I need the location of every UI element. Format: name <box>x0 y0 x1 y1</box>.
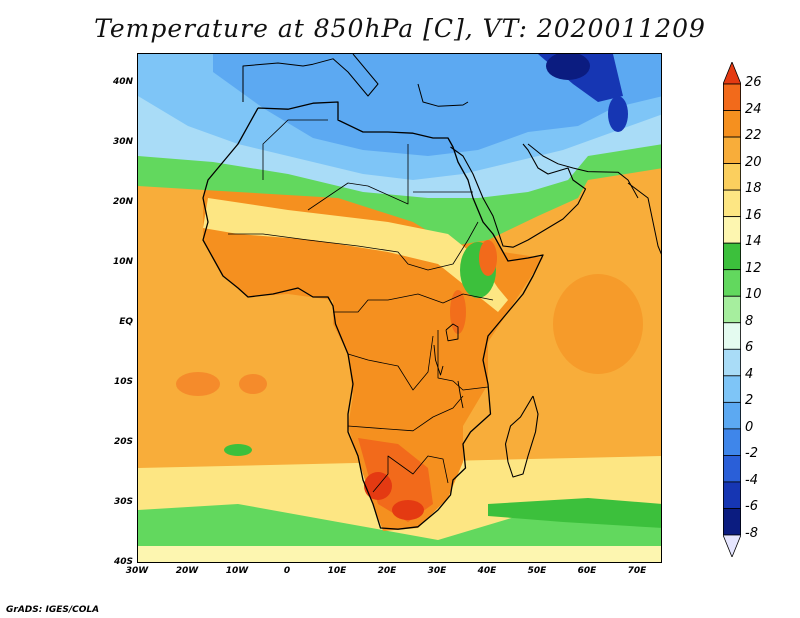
field-eastafrica-warm <box>450 290 466 334</box>
colorbar-swatch <box>723 401 741 430</box>
colorbar-label: 6 <box>745 340 754 356</box>
lat-tick-label: 10N <box>112 257 133 267</box>
field-north-cold <box>213 54 661 156</box>
colorbar-label: 2 <box>745 393 754 409</box>
coast-madagascar <box>504 395 539 478</box>
lat-tick-label: 20N <box>112 197 133 207</box>
map-panel <box>137 53 662 563</box>
field-atlantic-green <box>224 444 252 456</box>
coastlines <box>202 54 661 530</box>
colorbar-label: 20 <box>745 154 762 170</box>
colorbar-swatch <box>723 163 741 191</box>
colorbar-swatch <box>723 110 741 138</box>
lon-tick-label: 30E <box>427 566 447 576</box>
chart-title: Temperature at 850hPa [C], VT: 202001120… <box>94 14 706 43</box>
colorbar-label: 18 <box>745 181 762 197</box>
lake-malawi <box>457 380 464 409</box>
colorbar-swatch <box>723 428 741 456</box>
colorbar-label: 12 <box>745 260 762 276</box>
field-sahel <box>203 198 508 312</box>
lat-tick-label: 30S <box>113 497 133 507</box>
colorbar <box>723 62 741 557</box>
colorbar-bottom-arrow <box>723 534 741 557</box>
lon-tick-label: 20W <box>175 566 199 576</box>
lat-tick-label: 40N <box>112 77 133 87</box>
colorbar-swatch <box>723 83 741 111</box>
colorbar-swatch <box>723 375 741 403</box>
lake-tanganyika <box>433 344 444 376</box>
coast-turkey <box>417 83 469 107</box>
colorbar-label: -8 <box>745 526 758 541</box>
lat-tick-label: 20S <box>113 437 133 447</box>
lon-tick-label: 60E <box>577 566 597 576</box>
lon-tick-label: 70E <box>627 566 647 576</box>
colorbar-label: 14 <box>745 234 762 250</box>
colorbar-label: 0 <box>745 419 754 435</box>
colorbar-label: 4 <box>745 366 754 382</box>
border-east <box>437 330 489 391</box>
field-karoo-hot <box>392 500 424 520</box>
colorbar-swatch <box>723 242 741 271</box>
lon-tick-label: 10W <box>225 566 249 576</box>
colorbar-swatch <box>723 269 741 297</box>
colorbar-swatch <box>723 295 741 324</box>
colorbar-label: -4 <box>745 472 758 488</box>
coast-arabia <box>450 143 587 248</box>
colorbar-label: 16 <box>745 207 762 223</box>
field-south-pale-edge <box>138 546 661 562</box>
lon-tick-label: 40E <box>477 566 497 576</box>
lon-tick-label: 20E <box>377 566 397 576</box>
lon-tick-label: 30W <box>125 566 149 576</box>
border-southern <box>347 395 464 432</box>
border-sahara-2 <box>307 144 409 211</box>
field-south-green-dark <box>488 498 661 528</box>
field-indian-warm <box>553 274 643 374</box>
lon-tick-label: 0 <box>283 566 291 576</box>
lat-tick-label: 40S <box>113 557 133 567</box>
lat-tick-label: 30N <box>112 137 133 147</box>
colorbar-label: 10 <box>745 287 762 303</box>
temperature-field <box>138 54 661 562</box>
lake-victoria <box>445 323 459 342</box>
colorbar-label: -6 <box>745 499 758 515</box>
credit-text: GrADS: IGES/COLA <box>6 605 100 615</box>
colorbar-swatch <box>723 508 741 536</box>
colorbar-swatch <box>723 481 741 509</box>
colorbar-swatch <box>723 322 741 350</box>
border-congo <box>347 335 434 391</box>
field-atlantic-warm-2 <box>239 374 267 394</box>
colorbar-label: 26 <box>745 75 762 90</box>
lon-tick-label: 50E <box>527 566 547 576</box>
colorbar-top-arrow <box>723 62 741 85</box>
coast-africa <box>202 101 544 530</box>
field-atlantic-warm <box>176 372 220 396</box>
colorbar-swatch <box>723 348 741 377</box>
lat-tick-label: 10S <box>113 377 133 387</box>
field-cold-core <box>546 54 590 80</box>
colorbar-label: 24 <box>745 101 762 117</box>
border-central <box>333 293 494 313</box>
field-cold-core-east <box>608 96 628 132</box>
colorbar-swatch <box>723 189 741 218</box>
colorbar-label: 8 <box>745 313 754 329</box>
colorbar-label: -2 <box>745 446 758 462</box>
border-sahel <box>228 221 479 271</box>
coast-europe <box>242 54 379 102</box>
border-sahara-1 <box>262 119 328 180</box>
colorbar-swatch <box>723 455 741 483</box>
colorbar-swatch <box>723 216 741 244</box>
temperature-map <box>138 54 661 562</box>
coast-iran <box>527 143 639 199</box>
colorbar-label: 22 <box>745 128 762 144</box>
lon-tick-label: 10E <box>327 566 347 576</box>
field-ethiopia-hot <box>479 240 497 276</box>
lat-tick-label: EQ <box>119 317 133 327</box>
coast-india <box>627 182 661 255</box>
border-south-africa <box>372 455 449 493</box>
colorbar-swatch <box>723 136 741 164</box>
